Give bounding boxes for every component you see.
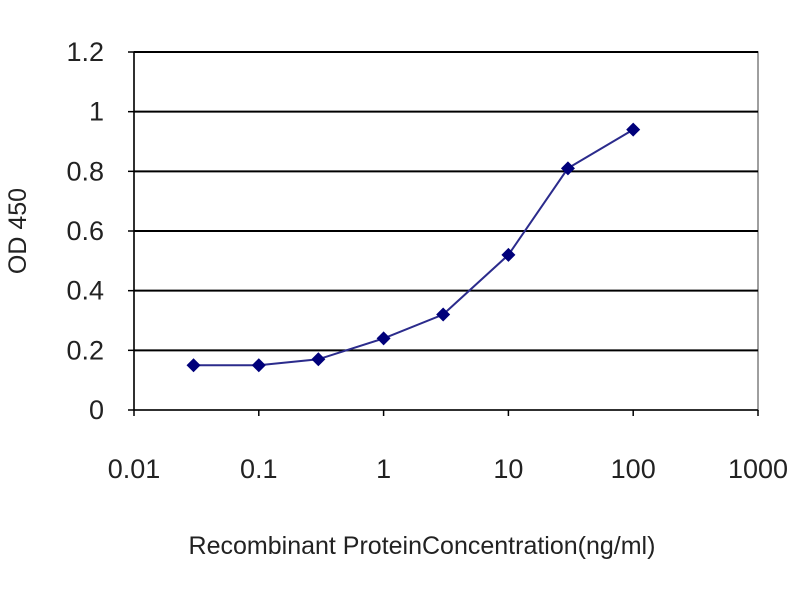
grid-lines	[134, 51, 758, 352]
data-point-marker	[626, 122, 641, 137]
data-series	[186, 122, 641, 373]
data-point-marker	[251, 358, 266, 373]
y-tick-label: 0.2	[66, 335, 104, 365]
y-tick-label: 1.2	[66, 37, 104, 67]
data-point-marker	[501, 247, 516, 262]
x-tick-label: 1000	[728, 454, 788, 484]
x-axis-title: Recombinant ProteinConcentration(ng/ml)	[189, 532, 656, 560]
data-point-marker	[186, 358, 201, 373]
x-tick-label: 100	[611, 454, 656, 484]
x-tick-label: 1	[376, 454, 391, 484]
y-axis-title: OD 450	[4, 188, 32, 274]
y-tick-label: 0	[89, 395, 104, 425]
y-tick-labels: 0 0.2 0.4 0.6 0.8 1 1.2	[66, 37, 104, 425]
data-point-marker	[376, 331, 391, 346]
data-point-marker	[436, 307, 451, 322]
axes	[128, 51, 759, 416]
x-tick-label: 0.01	[108, 454, 161, 484]
series-line	[193, 128, 634, 367]
x-tick-label: 10	[493, 454, 523, 484]
data-point-marker	[560, 161, 575, 176]
x-tick-labels: 0.01 0.1 1 10 100 1000	[108, 454, 788, 484]
y-tick-label: 0.6	[66, 216, 104, 246]
y-tick-label: 0.8	[66, 156, 104, 186]
y-tick-label: 0.4	[66, 276, 104, 306]
data-point-marker	[311, 352, 326, 367]
x-tick-label: 0.1	[240, 454, 278, 484]
y-tick-label: 1	[89, 97, 104, 127]
